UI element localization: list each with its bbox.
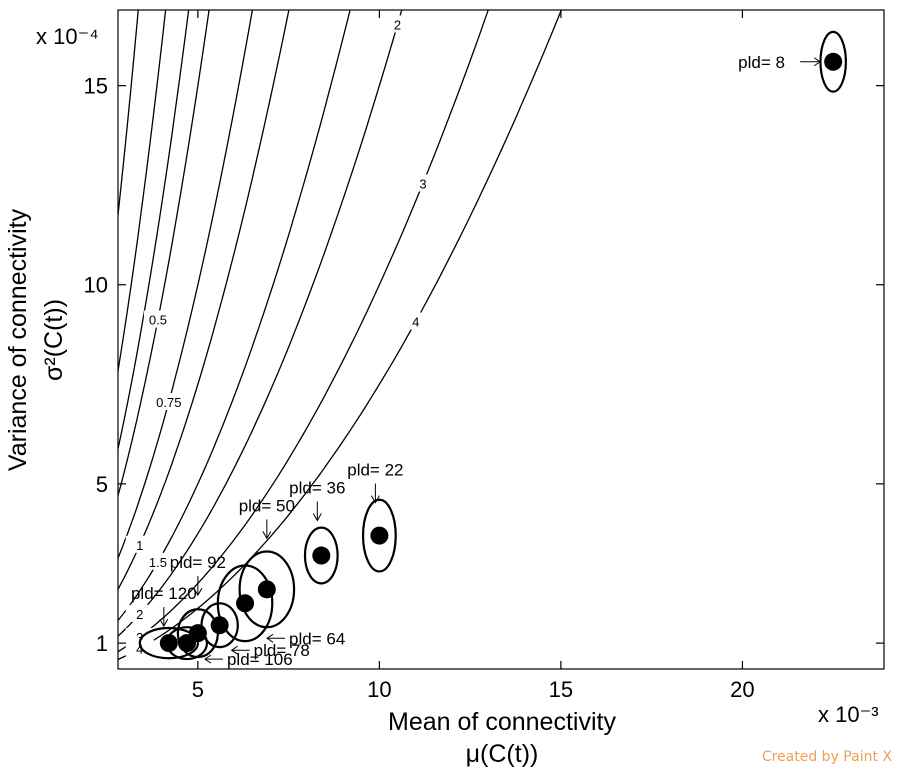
- point-arrowhead: [204, 654, 212, 664]
- plot-frame: [117, 9, 885, 670]
- point-label: pld= 8: [738, 53, 785, 72]
- point-label: pld= 22: [347, 461, 403, 480]
- y-axis-symbol: σ²(C(t)): [40, 299, 68, 381]
- credit-watermark: Created by Paint X: [761, 749, 892, 765]
- point-arrowhead: [159, 618, 169, 628]
- contour-label-bg: [408, 174, 437, 192]
- x-tick-label: 5: [192, 677, 204, 702]
- contour-line-5: [118, 10, 290, 590]
- contour-label: 0.75: [156, 395, 181, 410]
- contour-line-0: [118, 10, 139, 215]
- contour-label-bg: [143, 310, 172, 328]
- point-arrowhead: [813, 57, 822, 67]
- data-point: [824, 52, 843, 71]
- point-ellipse: [361, 498, 397, 573]
- point-ellipse: [138, 626, 199, 660]
- contour-line-9: [118, 10, 562, 661]
- data-point: [370, 526, 389, 545]
- point-arrowhead: [266, 633, 274, 643]
- point-label: pld= 50: [239, 496, 295, 515]
- contour-line-7: [118, 10, 403, 637]
- contour-layer: [118, 10, 562, 661]
- contour-label-bg: [383, 15, 412, 33]
- contour-label: 1: [136, 538, 143, 553]
- data-point: [312, 546, 331, 565]
- y-tick-label: 1: [96, 631, 108, 656]
- point-label: pld= 120: [131, 584, 197, 603]
- contour-line-3: [118, 10, 210, 496]
- contour-label-bg: [143, 552, 172, 570]
- point-label: pld= 36: [289, 479, 345, 498]
- data-point: [159, 634, 178, 653]
- point-label: pld= 78: [254, 641, 310, 660]
- x-tick-label: 20: [730, 677, 754, 702]
- y-tick-label: 5: [96, 472, 108, 497]
- contour-label-bg: [154, 392, 183, 410]
- point-arrowhead: [193, 587, 203, 597]
- x-multiplier: x 10⁻³: [818, 702, 879, 727]
- point-label: pld= 64: [289, 629, 345, 648]
- point-label: pld= 106: [227, 650, 293, 669]
- x-tick-label: 15: [549, 677, 573, 702]
- data-point: [236, 594, 255, 613]
- contour-label: 0.5: [149, 313, 167, 328]
- contour-line-4: [118, 10, 254, 559]
- point-ellipse: [303, 526, 339, 585]
- point-label: pld= 92: [170, 553, 226, 572]
- y-multiplier: x 10⁻⁴: [36, 24, 99, 49]
- x-axis-symbol: μ(C(t)): [466, 740, 539, 768]
- x-axis-title: Mean of connectivity: [388, 708, 616, 736]
- y-tick-label: 15: [84, 74, 108, 99]
- point-arrowhead: [312, 513, 322, 522]
- contour-label: 3: [136, 630, 143, 645]
- contour-label-bg: [401, 312, 430, 330]
- contour-line-8: [118, 10, 489, 653]
- contour-label-bg: [125, 604, 154, 622]
- contour-line-6: [118, 10, 351, 621]
- data-point: [177, 634, 196, 653]
- point-arrowhead: [370, 495, 380, 504]
- contour-label: 2: [394, 17, 401, 32]
- contour-label-bg: [125, 535, 154, 553]
- y-tick-label: 10: [84, 273, 108, 298]
- contour-label: 1.5: [149, 555, 167, 570]
- point-arrowhead: [262, 531, 272, 540]
- data-point: [257, 580, 276, 599]
- contour-label: 4: [412, 315, 419, 330]
- point-arrowhead: [230, 645, 238, 655]
- y-axis-title: Variance of connectivity: [4, 208, 32, 471]
- contour-label: 2: [136, 607, 143, 622]
- contour-label: 4: [136, 641, 143, 656]
- x-tick-label: 10: [367, 677, 391, 702]
- contour-label: 3: [419, 176, 426, 191]
